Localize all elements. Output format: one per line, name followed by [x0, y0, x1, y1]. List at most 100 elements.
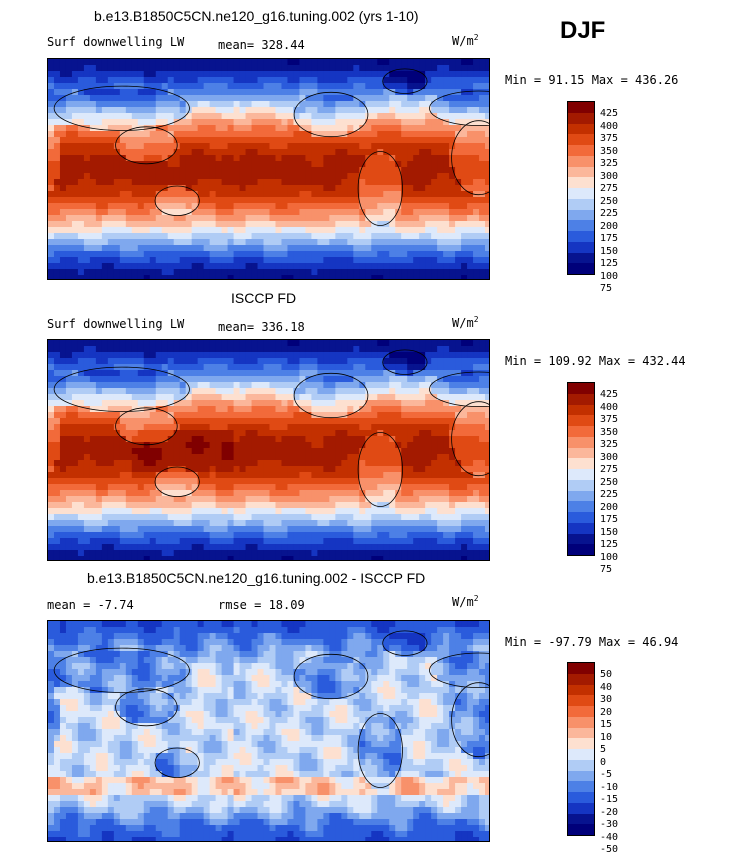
colorbar-label: 250 [600, 476, 619, 488]
colorbar-swatch [568, 813, 594, 825]
panel-3-mean-label: mean = -7.74 [47, 598, 134, 612]
colorbar-swatch [568, 436, 594, 448]
colorbar-swatch [568, 792, 594, 803]
colorbar-label: 125 [600, 539, 619, 550]
colorbar-swatch [568, 716, 594, 728]
coastline-outline [154, 747, 200, 779]
colorbar-label: 40 [600, 681, 613, 693]
colorbar-swatch [568, 263, 594, 274]
panel-1-mean-label: mean= 328.44 [218, 38, 305, 52]
panel-1-colorbar-labels: 425 400 375 350 325 300 275 250 225 200 175 150 125 1… [600, 108, 618, 296]
colorbar-swatch [568, 112, 594, 124]
panel-3-rmse-label: rmse = 18.09 [218, 598, 305, 612]
coastline-outline [293, 91, 369, 138]
colorbar-swatch [568, 673, 594, 685]
panel-2-minmax: Min = 109.92 Max = 432.44 [505, 354, 686, 368]
colorbar-label: 150 [600, 526, 619, 538]
colorbar-label: -20 [600, 806, 619, 818]
colorbar-swatch [568, 209, 594, 221]
coastline-outline [115, 126, 178, 165]
colorbar-swatch [568, 727, 594, 739]
colorbar-label: 15 [600, 719, 613, 730]
panel-3-colorbar [567, 662, 595, 836]
coastline-outline [53, 366, 190, 412]
coastline-outline [451, 401, 489, 477]
colorbar-label: 200 [600, 220, 619, 232]
colorbar-swatch [568, 738, 594, 749]
colorbar-label: 250 [600, 195, 619, 207]
colorbar-label: 425 [600, 389, 619, 400]
colorbar-swatch [568, 663, 594, 674]
panel-2-variable-label: Surf downwelling LW [47, 317, 185, 331]
coastline-outline [115, 407, 178, 446]
colorbar-label: -50 [600, 844, 619, 855]
colorbar-label: -15 [600, 794, 619, 805]
colorbar-swatch [568, 802, 594, 814]
panel-1-variable-label: Surf downwelling LW [47, 35, 185, 49]
coastline-outline [293, 372, 369, 419]
colorbar-label: 100 [600, 551, 619, 563]
colorbar-label: 150 [600, 245, 619, 257]
coastline-outline [451, 120, 489, 196]
colorbar-label: 425 [600, 108, 619, 119]
colorbar-label: 125 [600, 258, 619, 269]
coastline-outline [382, 349, 428, 375]
coastline-outline [115, 688, 178, 727]
colorbar-label: -30 [600, 819, 619, 830]
colorbar-swatch [568, 770, 594, 782]
colorbar-swatch [568, 198, 594, 210]
panel-3-colorbar-labels: 50 40 30 20 15 10 5 0 -5 -10 -15 -20 -30 -40 -50 [600, 669, 618, 857]
colorbar-swatch [568, 824, 594, 835]
coastline-outline [382, 630, 428, 656]
colorbar-label: 225 [600, 208, 619, 219]
colorbar-swatch [568, 490, 594, 502]
coastline-outline [451, 682, 489, 758]
panel-1-unit-label: W/m2 [452, 33, 479, 48]
colorbar-swatch [568, 544, 594, 555]
colorbar-swatch [568, 404, 594, 416]
colorbar-swatch [568, 522, 594, 534]
colorbar-label: 375 [600, 133, 619, 144]
colorbar-label: 400 [600, 120, 619, 132]
colorbar-label: 325 [600, 439, 619, 450]
coastline-outline [357, 713, 403, 788]
coastline-outline [429, 652, 489, 688]
colorbar-label: 350 [600, 145, 619, 157]
panel-3-title: b.e13.B1850C5CN.ne120_g16.tuning.002 - I… [87, 570, 426, 586]
panel-2-colorbar-labels: 425 400 375 350 325 300 275 250 225 200 175 150 125 1… [600, 389, 618, 577]
colorbar-label: 400 [600, 401, 619, 413]
colorbar-swatch [568, 781, 594, 792]
panel-1-map [47, 58, 490, 280]
colorbar-label: 175 [600, 233, 619, 244]
panel-1-title: b.e13.B1850C5CN.ne120_g16.tuning.002 (yr… [94, 8, 419, 24]
colorbar-swatch [568, 447, 594, 459]
coastline-outline [154, 466, 200, 498]
colorbar-label: 375 [600, 414, 619, 425]
panel-1-colorbar [567, 101, 595, 275]
panel-1-minmax: Min = 91.15 Max = 436.26 [505, 73, 679, 87]
colorbar-label: 325 [600, 158, 619, 169]
colorbar-label: 175 [600, 514, 619, 525]
panel-3-map [47, 620, 490, 842]
colorbar-swatch [568, 188, 594, 199]
colorbar-label: 225 [600, 489, 619, 500]
colorbar-label: 50 [600, 669, 613, 680]
coastline-outline [293, 653, 369, 700]
panel-2-unit-label: W/m2 [452, 315, 479, 330]
colorbar-swatch [568, 695, 594, 706]
colorbar-swatch [568, 533, 594, 545]
colorbar-swatch [568, 123, 594, 135]
colorbar-swatch [568, 383, 594, 394]
coastline-outline [429, 90, 489, 126]
colorbar-swatch [568, 252, 594, 264]
colorbar-label: -40 [600, 831, 619, 843]
colorbar-swatch [568, 220, 594, 231]
season-label: DJF [560, 17, 606, 44]
colorbar-label: 350 [600, 426, 619, 438]
colorbar-swatch [568, 134, 594, 145]
coastline-outline [429, 371, 489, 407]
colorbar-swatch [568, 177, 594, 188]
colorbar-label: 20 [600, 706, 613, 718]
colorbar-label: 300 [600, 170, 619, 182]
panel-2-map [47, 339, 490, 561]
